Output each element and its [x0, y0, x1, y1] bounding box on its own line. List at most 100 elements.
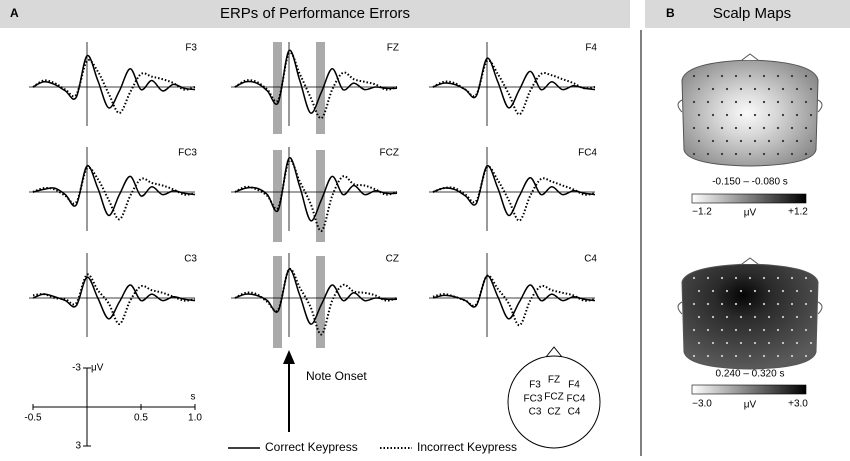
electrode-dot [748, 302, 752, 306]
electrode-dot [767, 139, 771, 143]
erp-line [234, 157, 398, 222]
electrode-dot [720, 152, 724, 156]
arrow-head [283, 350, 295, 364]
erp-line [234, 159, 398, 233]
electrode-label: C4 [584, 254, 597, 265]
electrode-dot [762, 74, 766, 78]
electrode-dot [734, 276, 738, 280]
electrode-dot [697, 87, 701, 91]
erp-line [32, 165, 196, 217]
electrode-dot [790, 354, 794, 358]
electrode-dot [734, 328, 738, 332]
electrode-dot [762, 152, 766, 156]
electrode-dot [720, 328, 724, 332]
electrode-dot [795, 289, 799, 293]
electrode-dot [790, 152, 794, 156]
electrode-dot [781, 341, 785, 345]
electrode-dot [697, 341, 701, 345]
electrode-dot [739, 113, 743, 117]
scalp-map [677, 53, 823, 167]
electrode-dot [804, 354, 808, 358]
electrode-dot [795, 341, 799, 345]
erp-line [234, 267, 398, 336]
electrode-dot [739, 87, 743, 91]
electrode-dot [753, 341, 757, 345]
electrode-dot [711, 87, 715, 91]
erp-line [32, 276, 196, 320]
electrode-dot [762, 328, 766, 332]
y-unit: μV [91, 363, 104, 374]
electrode-dot [804, 126, 808, 130]
head-label: CZ [547, 407, 560, 418]
colorbar-max: +3.0 [788, 399, 808, 410]
electrode-dot [753, 139, 757, 143]
electrode-dot [734, 354, 738, 358]
electrode-dot [748, 354, 752, 358]
electrode-dot [762, 126, 766, 130]
electrode-dot [790, 126, 794, 130]
electrode-label: F3 [185, 43, 197, 54]
electrode-dot [795, 315, 799, 319]
electrode-dot [767, 87, 771, 91]
erp-line [432, 275, 596, 320]
electrode-dot [753, 87, 757, 91]
head-label: FCZ [544, 392, 563, 403]
electrode-dot [725, 289, 729, 293]
electrode-dot [767, 341, 771, 345]
electrode-dot [748, 74, 752, 78]
electrode-dots [692, 74, 813, 358]
panel-title: Scalp Maps [713, 5, 791, 22]
electrode-dot [748, 328, 752, 332]
electrode-label: FCZ [380, 148, 399, 159]
erp-line [432, 165, 596, 217]
electrode-dot [753, 113, 757, 117]
colorbar [691, 193, 807, 204]
electrode-label: C3 [184, 254, 197, 265]
erp-line [32, 54, 196, 109]
electrode-dot [767, 113, 771, 117]
map-window: -0.150 – -0.080 s [712, 177, 788, 188]
electrode-dot [776, 152, 780, 156]
time-windows [273, 42, 325, 348]
electrode-dot [790, 276, 794, 280]
electrode-dot [692, 302, 696, 306]
electrode-dot [762, 354, 766, 358]
header-bar [645, 0, 850, 28]
electrode-dot [706, 276, 710, 280]
erp-line [32, 273, 196, 325]
electrode-dot [734, 74, 738, 78]
panel-title: ERPs of Performance Errors [220, 5, 410, 22]
electrode-dot [711, 139, 715, 143]
erp-line [32, 166, 196, 221]
erp-line [32, 59, 196, 114]
electrode-dot [762, 276, 766, 280]
colorbar-max: +1.2 [788, 207, 808, 218]
electrode-dot [720, 100, 724, 104]
electrode-dot [809, 87, 813, 91]
electrode-dot [692, 328, 696, 332]
electrode-dot [781, 87, 785, 91]
electrode-dot [706, 302, 710, 306]
electrode-dot [697, 315, 701, 319]
map-window: 0.240 – 0.320 s [716, 369, 785, 380]
electrode-dot [753, 289, 757, 293]
electrode-dot [804, 276, 808, 280]
electrode-dot [804, 100, 808, 104]
electrode-dot [748, 126, 752, 130]
colorbar-min: −3.0 [692, 399, 712, 410]
electrode-dot [739, 289, 743, 293]
head-label: F4 [568, 380, 580, 391]
electrode-dot [725, 315, 729, 319]
electrode-dot [739, 139, 743, 143]
y-tick-label: 3 [75, 441, 81, 452]
head-label: C3 [529, 407, 542, 418]
electrode-label: CZ [386, 254, 399, 265]
electrode-dot [711, 341, 715, 345]
electrode-dot [706, 152, 710, 156]
electrode-dot [706, 328, 710, 332]
electrode-dot [720, 126, 724, 130]
electrode-dot [697, 139, 701, 143]
electrode-dot [739, 341, 743, 345]
electrode-dot [790, 74, 794, 78]
